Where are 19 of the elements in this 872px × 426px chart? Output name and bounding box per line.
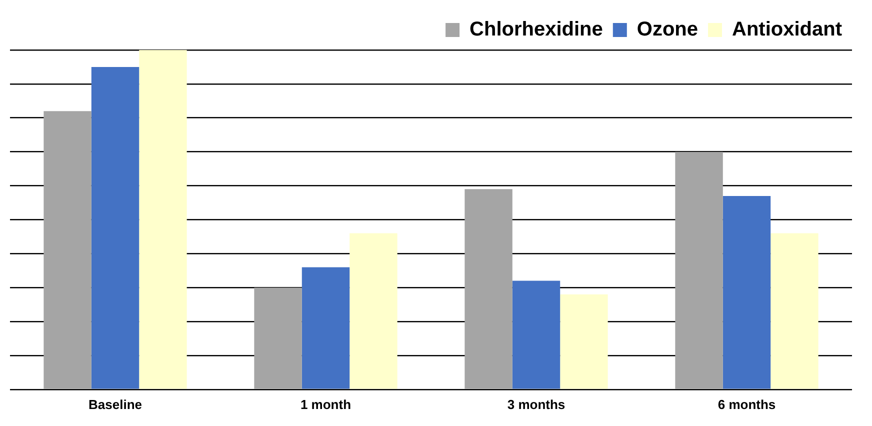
bar	[254, 288, 302, 389]
bar	[302, 267, 350, 389]
x-tick-label: Baseline	[88, 396, 142, 412]
x-tick-label: 1 month	[300, 396, 352, 412]
bar	[44, 111, 92, 389]
bar	[350, 233, 398, 389]
bar	[722, 196, 771, 389]
legend-label: Ozone	[636, 18, 698, 41]
bar	[512, 280, 560, 389]
x-tick-label: 6 months	[718, 396, 776, 412]
bar	[91, 66, 140, 389]
legend-label: Chlorhexidine	[470, 18, 603, 41]
bar	[464, 189, 512, 389]
bar	[770, 233, 818, 389]
x-tick-label: 3 months	[507, 396, 566, 412]
bar	[560, 294, 608, 389]
bar	[675, 152, 723, 389]
bar	[139, 50, 187, 389]
legend-label: Antioxidant	[732, 18, 842, 41]
